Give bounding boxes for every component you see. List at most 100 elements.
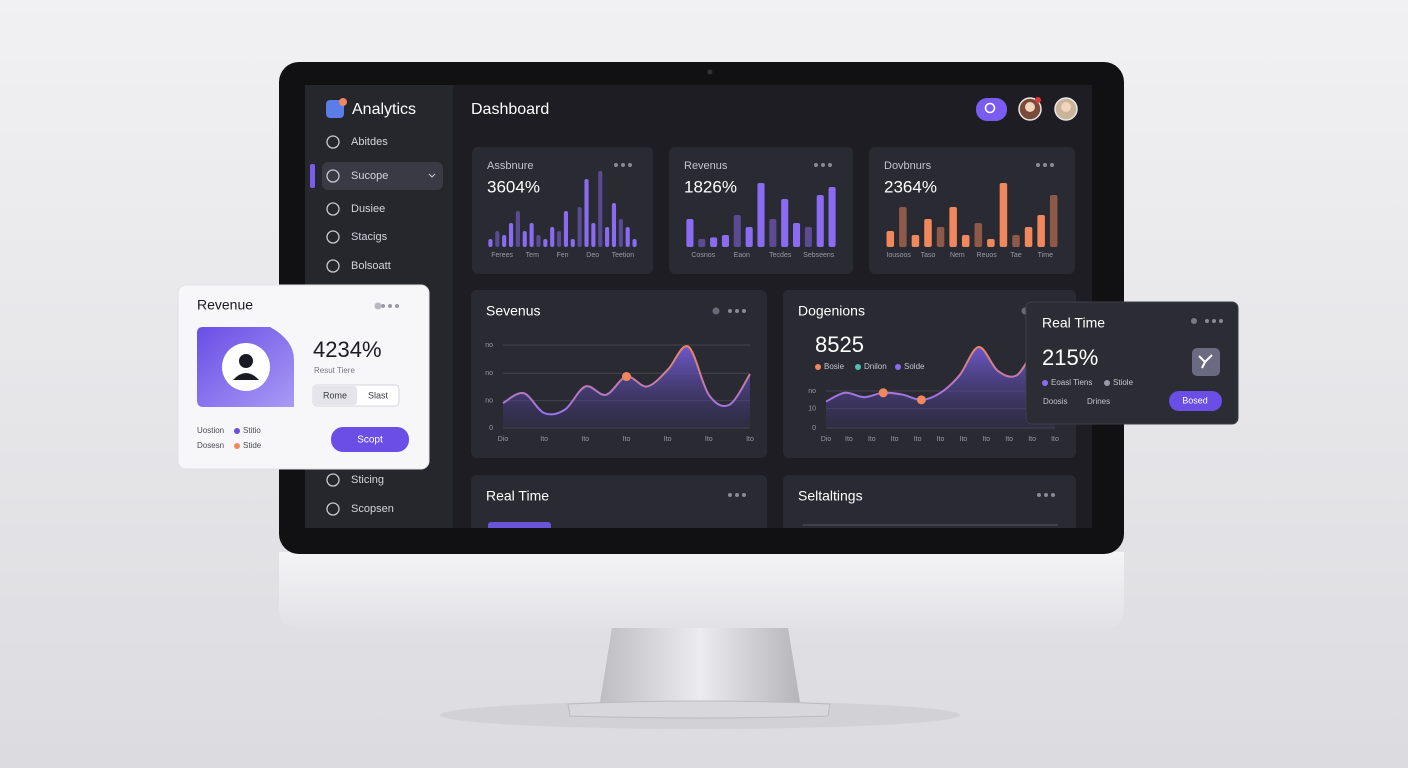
bar	[495, 231, 500, 247]
camera	[707, 69, 713, 75]
bar	[886, 231, 895, 247]
menu-dot	[628, 163, 632, 167]
bar	[710, 237, 718, 247]
primary-button[interactable]	[331, 427, 409, 452]
bar	[536, 235, 541, 247]
card	[471, 475, 767, 528]
bar	[721, 235, 730, 247]
x-tick-label: Ito	[937, 436, 945, 443]
x-tick-label: Ito	[982, 436, 990, 443]
menu-dot	[1051, 493, 1055, 497]
x-tick-label: Ito	[914, 436, 922, 443]
bar	[611, 203, 617, 247]
card	[783, 475, 1076, 528]
x-tick-label: Ito	[581, 436, 589, 443]
avatar-face	[1061, 102, 1071, 112]
x-tick-label: Ito	[664, 436, 672, 443]
bar	[515, 211, 520, 247]
bar	[632, 239, 637, 247]
legend-label: Solde	[904, 362, 925, 371]
tab-active	[314, 386, 357, 405]
nav-item[interactable]: Stacigs	[351, 231, 388, 243]
legend-label: Dnilon	[864, 362, 887, 371]
bar	[828, 187, 836, 247]
x-tick-label: Ito	[1005, 436, 1013, 443]
bar	[508, 223, 514, 247]
bar	[591, 223, 596, 247]
x-label: Sebseens	[803, 252, 835, 259]
stand-neck	[600, 628, 800, 702]
brand-logo	[326, 100, 344, 118]
menu-dot	[1205, 319, 1209, 323]
icon	[1198, 354, 1213, 369]
menu-dot	[821, 163, 825, 167]
nav-item[interactable]: Abitdes	[351, 136, 388, 148]
stat-title: Dovbnurs	[884, 160, 932, 172]
legend-label: Bosie	[824, 362, 845, 371]
legend-label: Uostion	[197, 426, 224, 435]
x-label: Iousoos	[886, 252, 911, 259]
x-label: Tae	[1010, 252, 1021, 259]
legend-dot	[855, 364, 861, 370]
nav-item[interactable]: Bolsoatt	[351, 260, 391, 272]
stat-value: 3604%	[487, 177, 540, 196]
legend-label: Eoasl Tiens	[1051, 378, 1092, 387]
button-label: Bosed	[1182, 395, 1208, 405]
x-tick-label: Dio	[821, 436, 832, 443]
tab[interactable]: Slast	[368, 390, 389, 400]
bar	[936, 227, 945, 247]
meta: Drines	[1087, 397, 1110, 406]
legend-dot	[895, 364, 901, 370]
menu-dot	[1219, 319, 1223, 323]
primary-button[interactable]	[1169, 391, 1222, 411]
x-tick-label: Ito	[540, 436, 548, 443]
menu-dot	[828, 163, 832, 167]
bar	[924, 219, 932, 247]
x-label: Teetion	[612, 252, 635, 259]
bar	[605, 227, 610, 247]
overlays: Revenue 4234% Resut Tiere Rome Slast Uostion S…	[177, 284, 1239, 470]
x-tick-label: Ito	[705, 436, 713, 443]
nav-icon	[326, 202, 340, 216]
search-button[interactable]	[976, 98, 1007, 121]
x-label: Taso	[921, 252, 936, 259]
bar	[949, 207, 957, 247]
bar	[1012, 235, 1020, 247]
nav-item[interactable]: Scopsen	[351, 503, 394, 515]
nav-item[interactable]: Dusiee	[351, 203, 385, 215]
nav-item[interactable]: Sucope	[351, 170, 388, 182]
bar	[1037, 215, 1045, 247]
notification-dot	[1035, 97, 1041, 103]
tab[interactable]: Rome	[323, 390, 347, 400]
avatar-head	[239, 354, 253, 368]
menu-dot	[1037, 493, 1041, 497]
bar	[488, 239, 493, 247]
nav-icon	[326, 230, 340, 244]
stand-base	[567, 700, 831, 719]
legend-label: Dosesn	[197, 441, 224, 450]
bar	[625, 227, 630, 247]
bar	[987, 239, 995, 247]
y-tick-label: no	[485, 370, 493, 377]
search-icon	[984, 102, 996, 114]
x-tick-label: Ito	[1028, 436, 1036, 443]
stat-value: 215%	[1042, 345, 1098, 370]
bar	[618, 219, 623, 247]
point-marker	[878, 388, 888, 398]
brand-logo-dot	[339, 98, 347, 106]
legend-dot	[234, 443, 240, 449]
nav-item[interactable]: Sticing	[351, 474, 384, 486]
menu-dot	[621, 163, 625, 167]
card-title: Revenue	[197, 297, 253, 313]
menu-dot	[1212, 319, 1216, 323]
stat-title: Assbnure	[487, 160, 533, 172]
nav-active-bar	[310, 164, 315, 188]
menu-dot	[712, 307, 720, 315]
bar	[999, 183, 1008, 247]
x-label: Ferees	[491, 252, 513, 259]
menu-dot	[395, 304, 399, 308]
bar	[804, 227, 812, 247]
x-label: Deo	[586, 252, 599, 259]
